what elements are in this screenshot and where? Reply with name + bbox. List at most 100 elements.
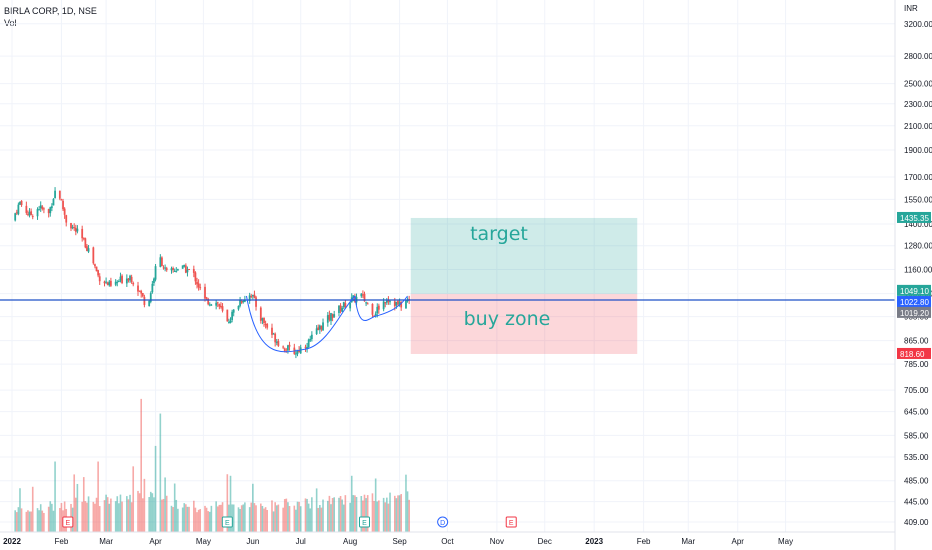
earnings-marker: E bbox=[358, 516, 370, 528]
volume-bar bbox=[350, 475, 353, 532]
marker-letter: E bbox=[509, 520, 514, 527]
candle-body bbox=[382, 301, 385, 310]
candle-body bbox=[151, 283, 154, 293]
earnings-icon bbox=[358, 516, 370, 528]
volume-bar bbox=[84, 501, 87, 532]
candle-body bbox=[125, 278, 128, 284]
earnings-icon bbox=[221, 516, 233, 528]
volume-bar bbox=[87, 496, 90, 532]
volume-bar bbox=[397, 495, 399, 532]
candle-body bbox=[164, 267, 167, 269]
volume-bar bbox=[143, 478, 146, 532]
volume-bar bbox=[239, 508, 241, 532]
volume-bar bbox=[137, 490, 139, 532]
volume-bar bbox=[229, 475, 232, 532]
time-tick-label: Feb bbox=[637, 537, 651, 546]
volume-bar bbox=[106, 497, 109, 532]
volume-bar bbox=[272, 511, 275, 532]
volume-bar bbox=[161, 499, 163, 532]
price-tag bbox=[897, 306, 931, 318]
volume-bar bbox=[103, 500, 106, 532]
candle-body bbox=[204, 286, 206, 299]
volume-bar bbox=[138, 493, 141, 532]
time-tick-label: Dec bbox=[538, 537, 552, 546]
candle-body bbox=[63, 208, 66, 215]
candle-body bbox=[240, 301, 243, 303]
volume-bar bbox=[108, 503, 111, 532]
volume-bar bbox=[365, 498, 367, 532]
candle-body bbox=[148, 300, 151, 306]
volume-bar bbox=[384, 502, 387, 532]
price-tag bbox=[897, 296, 931, 308]
volume-bar bbox=[362, 500, 364, 532]
earnings-icon bbox=[62, 516, 74, 528]
candle-body bbox=[186, 269, 189, 273]
volume-bar bbox=[261, 505, 264, 532]
volume-bar bbox=[210, 505, 213, 532]
volume-bar bbox=[349, 502, 351, 532]
candle-body bbox=[28, 211, 31, 216]
candle-body bbox=[349, 302, 352, 309]
candle-body bbox=[194, 272, 197, 282]
earnings-icon bbox=[505, 516, 517, 528]
volume-bar bbox=[140, 398, 142, 532]
time-tick-label: Jun bbox=[246, 537, 259, 546]
volume-bar bbox=[344, 495, 347, 532]
candle-body bbox=[376, 306, 379, 314]
candle-body bbox=[105, 281, 108, 283]
volume-bar bbox=[118, 503, 120, 532]
volume-bar bbox=[244, 502, 246, 532]
volume-bar bbox=[275, 505, 278, 532]
candle-body bbox=[237, 305, 240, 310]
volume-bar bbox=[253, 503, 256, 532]
price-tick-label: 1400.00 bbox=[904, 220, 932, 229]
volume-bar bbox=[274, 502, 276, 532]
candle-body bbox=[228, 322, 230, 324]
candle-body bbox=[363, 293, 366, 302]
candle-body bbox=[389, 301, 391, 303]
marker-letter: D bbox=[440, 520, 445, 527]
volume-bar bbox=[386, 497, 388, 532]
candle-body bbox=[106, 282, 109, 285]
candle-body bbox=[283, 348, 286, 352]
candles bbox=[14, 187, 411, 359]
candle-body bbox=[70, 223, 72, 229]
candle-body bbox=[341, 307, 344, 312]
volume-bar bbox=[41, 510, 44, 532]
volume-bar bbox=[164, 477, 166, 532]
time-tick-label: 2022 bbox=[3, 537, 21, 546]
volume-bar bbox=[119, 494, 122, 532]
candle-body bbox=[54, 190, 56, 199]
candle-body bbox=[259, 307, 262, 321]
price-tick-label: 2800.00 bbox=[904, 52, 932, 61]
volume-bar bbox=[51, 503, 53, 532]
candle-body bbox=[338, 305, 340, 314]
time-tick-label: Nov bbox=[490, 537, 504, 546]
volume-bar bbox=[398, 495, 401, 532]
candle-body bbox=[310, 334, 313, 340]
candle-body bbox=[161, 257, 163, 267]
candle-body bbox=[109, 280, 112, 286]
grid bbox=[0, 0, 895, 532]
volume-bar bbox=[188, 506, 190, 532]
volume-bar bbox=[408, 499, 410, 532]
candle-body bbox=[149, 293, 152, 302]
volume-bar bbox=[170, 505, 173, 532]
volume-bar bbox=[52, 510, 55, 532]
volume-bar bbox=[127, 499, 130, 532]
candle-body bbox=[366, 303, 369, 305]
candle-body bbox=[176, 269, 179, 271]
volume-bar bbox=[148, 497, 150, 532]
volume-bar bbox=[382, 497, 385, 532]
volume-bar bbox=[354, 495, 356, 532]
candle-body bbox=[371, 303, 374, 315]
volume-bar bbox=[175, 499, 178, 532]
candle-body bbox=[127, 278, 130, 281]
candle-body bbox=[288, 344, 291, 347]
volume-bar bbox=[183, 503, 186, 532]
volume-bar bbox=[333, 497, 335, 532]
candle-body bbox=[248, 295, 251, 302]
volume-bar bbox=[366, 495, 369, 532]
price-tick-label: 645.00 bbox=[904, 408, 929, 417]
